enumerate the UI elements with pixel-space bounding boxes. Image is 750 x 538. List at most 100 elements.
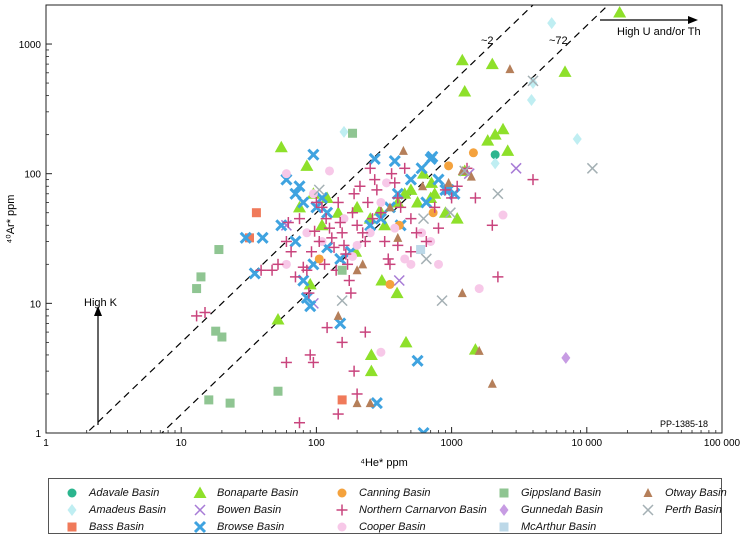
data-point-northern-carnarvon-basin [469, 192, 481, 204]
data-point-otway-basin [398, 145, 408, 155]
figure-id: PP-1385-18 [660, 419, 708, 429]
legend-marker-icon [193, 520, 207, 534]
data-point-northern-carnarvon-basin [429, 201, 441, 213]
legend-marker [193, 486, 207, 498]
data-point-northern-carnarvon-basin [384, 258, 396, 270]
legend-item-browse-basin: Browse Basin [189, 518, 284, 536]
legend-item-adavale-basin: Adavale Basin [61, 484, 159, 502]
x-tick-label: 1 [43, 438, 49, 449]
legend-label: McArthur Basin [521, 521, 597, 533]
data-point-perth-basin [444, 207, 456, 219]
data-point-bonaparte-basin [390, 286, 404, 299]
data-point-otway-basin [352, 398, 362, 408]
data-point-browse-basin [334, 252, 347, 266]
data-point-bonaparte-basin [485, 57, 499, 70]
data-point-northern-carnarvon-basin [343, 275, 355, 287]
data-point-bonaparte-basin [496, 122, 510, 135]
data-point-gippsland-basin [204, 395, 214, 405]
legend-item-bass-basin: Bass Basin [61, 518, 144, 536]
data-point-gippsland-basin [273, 386, 283, 396]
data-point-northern-carnarvon-basin [310, 196, 322, 208]
data-point-northern-carnarvon-basin [446, 192, 458, 204]
legend-label: Bass Basin [89, 521, 145, 533]
data-point-canning-basin [385, 279, 395, 289]
legend-marker [499, 488, 509, 498]
data-point-northern-carnarvon-basin [316, 201, 328, 213]
data-point-perth-basin [492, 188, 504, 200]
data-point-northern-carnarvon-basin [332, 408, 344, 420]
data-point-mcarthur-basin [416, 245, 426, 255]
data-point-cooper-basin [433, 259, 443, 269]
data-point-amadeus-basin [339, 125, 349, 138]
data-point-cooper-basin [352, 240, 362, 250]
data-point-otway-basin [333, 310, 343, 320]
data-point-perth-basin [313, 184, 325, 196]
legend-label: Northern Carnarvon Basin [359, 504, 487, 516]
data-point-browse-basin [388, 155, 401, 168]
data-point-browse-basin [432, 173, 445, 186]
data-point-northern-carnarvon-basin [362, 196, 374, 208]
data-point-bonaparte-basin [350, 200, 364, 213]
data-point-amadeus-basin [547, 17, 557, 30]
data-point-canning-basin [314, 254, 324, 264]
high-k-arrowhead [94, 306, 102, 316]
data-point-bonaparte-basin [303, 277, 317, 290]
data-point-browse-basin [404, 173, 417, 186]
data-point-otway-basin [474, 345, 484, 355]
data-point-cooper-basin [400, 254, 410, 264]
data-point-northern-carnarvon-basin [313, 235, 325, 247]
data-point-northern-carnarvon-basin [351, 219, 363, 231]
legend-marker [643, 488, 653, 497]
data-points [191, 6, 627, 433]
plot-frame [45, 4, 723, 434]
data-point-bonaparte-basin [300, 159, 314, 171]
data-point-northern-carnarvon-basin [395, 201, 407, 213]
data-point-northern-carnarvon-basin [309, 225, 321, 237]
legend-item-gippsland-basin: Gippsland Basin [493, 484, 601, 502]
data-point-perth-basin [336, 295, 348, 307]
data-point-bonaparte-basin [364, 348, 378, 360]
legend-marker [337, 488, 347, 498]
data-point-browse-basin [239, 231, 252, 244]
legend-label: Adavale Basin [89, 487, 160, 499]
data-point-canning-basin [444, 161, 454, 171]
legend-marker-icon [643, 488, 653, 497]
data-point-canning-basin [428, 208, 438, 218]
legend-label: Gunnedah Basin [521, 504, 603, 516]
data-point-northern-carnarvon-basin [294, 417, 306, 429]
data-point-northern-carnarvon-basin [272, 258, 284, 270]
data-point-cooper-basin [390, 223, 400, 233]
data-point-northern-carnarvon-basin [304, 349, 316, 361]
data-point-cooper-basin [376, 347, 386, 357]
legend-marker [67, 488, 77, 498]
data-point-northern-carnarvon-basin [282, 217, 294, 229]
legend-marker [499, 522, 509, 532]
data-point-bonaparte-basin [274, 140, 288, 153]
data-point-cooper-basin [382, 178, 392, 188]
y-tick-label: 1000 [19, 40, 42, 51]
data-point-cooper-basin [348, 251, 358, 261]
data-point-browse-basin [374, 212, 387, 225]
y-tick-label: 10 [30, 299, 42, 310]
data-point-northern-carnarvon-basin [301, 264, 313, 276]
legend-marker [193, 520, 207, 534]
data-point-bonaparte-basin [450, 212, 464, 224]
data-point-amadeus-basin [528, 77, 538, 90]
data-point-browse-basin [420, 196, 433, 209]
data-point-northern-carnarvon-basin [319, 258, 331, 270]
high-u-th-label: High U and/or Th [617, 26, 701, 38]
data-point-northern-carnarvon-basin [342, 258, 354, 270]
x-tick-label: 100 [308, 438, 325, 449]
data-point-otway-basin [393, 232, 403, 242]
data-point-northern-carnarvon-basin [266, 264, 278, 276]
data-point-perth-basin [420, 253, 432, 265]
data-point-otway-basin [505, 64, 515, 74]
data-point-northern-carnarvon-basin [340, 248, 352, 260]
data-point-cooper-basin [302, 228, 312, 238]
data-point-cooper-basin [281, 169, 291, 179]
data-point-bonaparte-basin [315, 218, 329, 231]
data-point-cooper-basin [325, 166, 335, 176]
data-point-perth-basin [586, 162, 598, 174]
legend-label: Amadeus Basin [89, 504, 167, 516]
data-point-perth-basin [527, 75, 539, 87]
